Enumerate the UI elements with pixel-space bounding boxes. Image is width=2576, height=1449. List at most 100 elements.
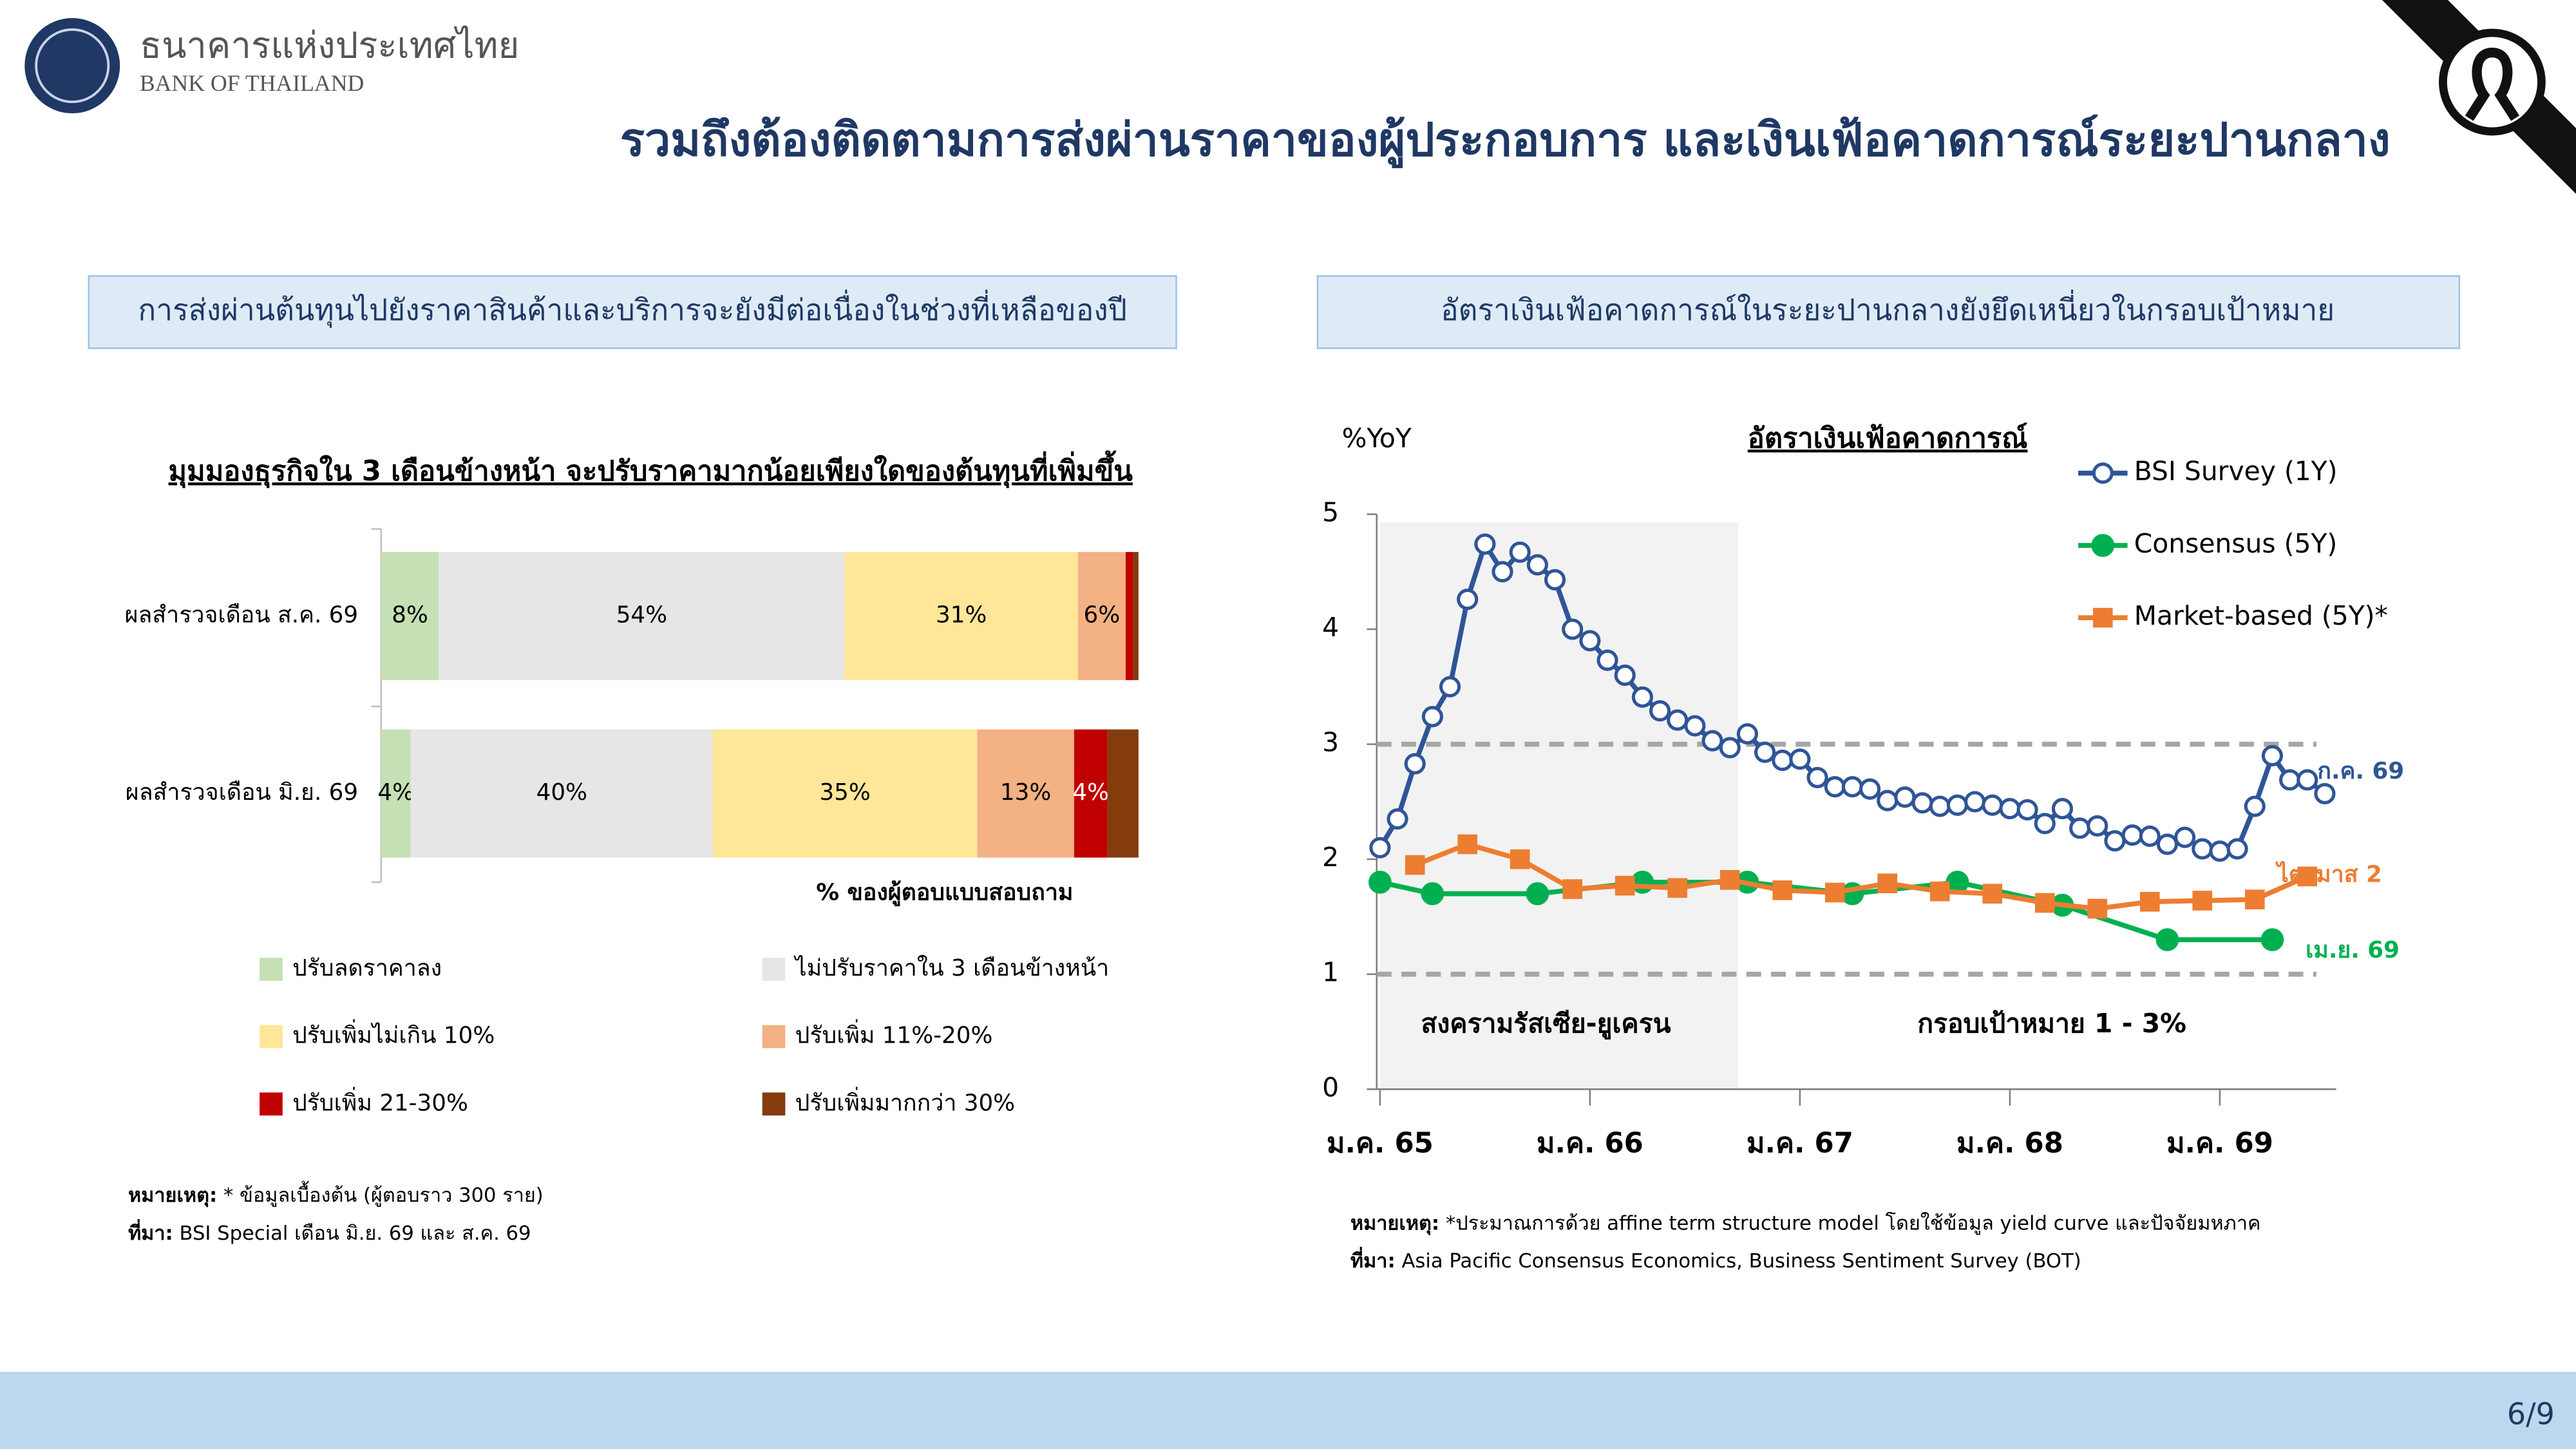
x-tick-label: ม.ค. 67 [1747,1128,1853,1160]
legend-swatch [762,1092,786,1116]
y-tick-label: 1 [1322,957,1339,988]
category-label: ผลสำรวจเดือน มิ.ย. 69 [126,779,358,806]
data-point [1824,882,1845,903]
source: ที่มา: Asia Pacific Consensus Economics,… [1350,1247,2081,1273]
data-point [2314,782,2336,804]
legend-label: ปรับเพิ่มมากกว่า 30% [795,1086,1015,1116]
bar-segment [1125,552,1133,681]
data-point [1894,786,1916,808]
line-segment [1447,598,1470,688]
data-point [1806,766,1828,788]
data-point [1615,875,1635,896]
chart-title: มุมมองธุรกิจใน 3 เดือนข้างหน้า จะปรับราค… [169,450,1133,489]
data-point [1772,880,1793,900]
data-label: 6% [1083,602,1120,629]
source-text: Asia Pacific Consensus Economics, Busine… [1396,1250,2081,1273]
data-point [1824,776,1846,798]
data-point [2261,744,2284,767]
footer-band [0,1372,2576,1449]
data-point [1457,834,1478,855]
data-point [2104,830,2126,852]
data-point [1562,618,1584,640]
data-point [1614,664,1636,687]
data-point [1404,753,1426,775]
x-tick-label: ม.ค. 68 [1956,1128,2063,1160]
data-point [1667,878,1688,898]
data-point [1877,790,1899,811]
data-point [1789,748,1811,770]
slide-title: รวมถึงต้องติดตามการส่งผ่านราคาของผู้ประก… [620,113,2391,168]
data-point [1387,808,1408,830]
y-tick-label: 0 [1322,1072,1339,1103]
panel-header-box [88,275,1177,350]
target-label: กรอบเป้าหมาย 1 - 3% [1917,1008,2186,1039]
data-point [1719,870,1740,890]
bar-segment [410,729,713,858]
data-point [1492,561,1513,583]
data-point [2192,891,2213,911]
end-label: ก.ค. 69 [2317,758,2404,784]
data-point [1562,879,1583,899]
legend-swatch [260,1092,283,1116]
legend-marker [2091,534,2115,557]
panel-header-box [1316,275,2461,350]
y-axis-label: %YoY [1342,423,1412,454]
data-label: 31% [936,602,987,629]
page-number: 6/9 [2507,1396,2555,1431]
data-point [1667,709,1689,731]
bar-segment [844,552,1078,681]
data-label: 54% [616,602,667,629]
y-tick-label: 4 [1322,612,1339,643]
y-tick-label: 3 [1322,727,1339,758]
legend-swatch [762,1025,786,1048]
legend-label: BSI Survey (1Y) [2134,456,2338,487]
data-point [1929,795,1951,817]
x-axis-label: % ของผู้ตอบแบบสอบถาม [816,880,1073,907]
panel-header: การส่งผ่านต้นทุนไปยังราคาสินค้าและบริการ… [138,289,1126,328]
data-point [2016,799,2038,820]
data-point [1421,706,1443,728]
legend-marker [2092,462,2114,484]
data-point [2034,813,2056,835]
data-point [1877,873,1898,893]
line-segment [2061,902,2168,942]
data-label: 8% [392,602,428,629]
note-text: * ข้อมูลเบื้องต้น (ผู้ตอบราว 300 ราย) [217,1180,544,1207]
data-point [1510,849,1530,869]
data-point [1405,855,1425,875]
data-point [2244,889,2265,909]
note-text: *ประมาณการด้วย affine term structure mod… [1439,1211,2260,1235]
data-point [2279,769,2301,791]
shade-band [1379,522,1738,1090]
category-label: ผลสำรวจเดือน ส.ค. 69 [125,602,359,629]
bar-segment [1074,729,1108,858]
data-point [1544,569,1566,591]
data-point [1946,794,1968,816]
data-point [1509,541,1531,563]
legend-label: ปรับเพิ่ม 11%-20% [795,1019,993,1049]
bar-segment [1133,552,1139,681]
data-label: 13% [1000,779,1051,806]
bar-segment [381,729,411,858]
data-label: 35% [819,779,870,806]
data-point [1719,737,1741,759]
bar-segment [381,552,439,681]
data-point [2226,838,2248,860]
legend-label: ปรับเพิ่ม 21-30% [292,1086,468,1116]
data-point [2209,840,2231,862]
data-point [1911,792,1933,814]
data-point [1579,630,1601,652]
source-label: ที่มา: [1350,1247,1396,1273]
data-point [1982,884,2003,904]
data-point [2034,893,2055,913]
bar-segment [977,729,1074,858]
mourning-badge [2438,28,2546,136]
data-point [2260,928,2284,952]
note-label: หมายเหตุ: [1350,1212,1439,1235]
data-point [1439,676,1461,697]
data-point [1368,871,1392,894]
bar-segment [1107,729,1139,858]
data-point [2244,795,2266,817]
